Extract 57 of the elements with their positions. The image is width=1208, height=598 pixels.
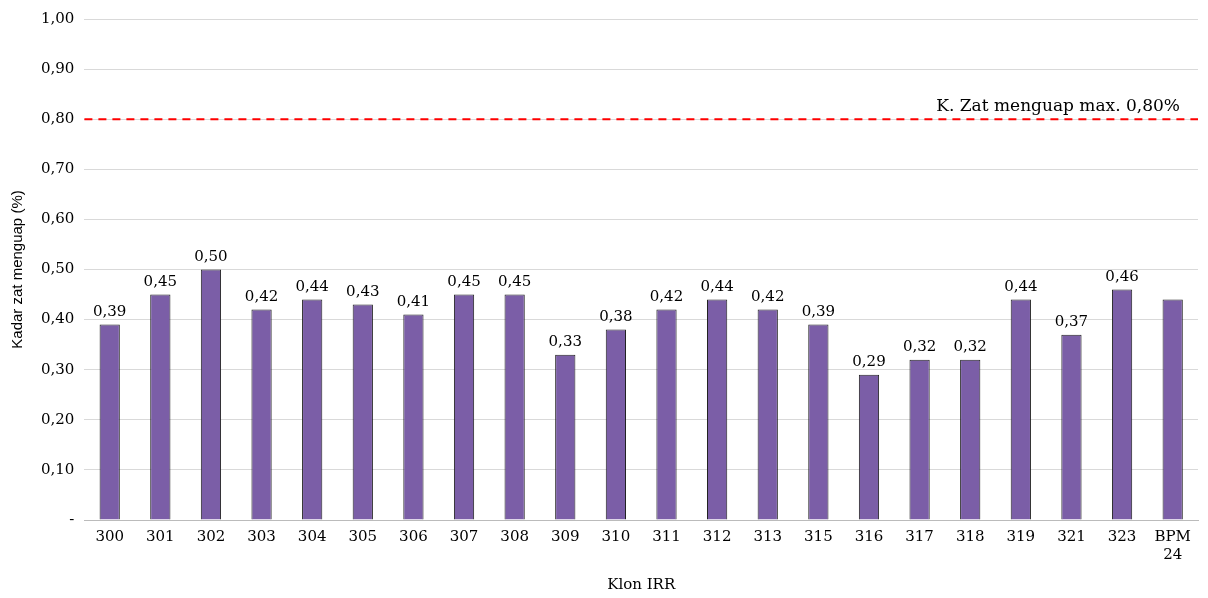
x-tick-label: 300 — [95, 526, 125, 545]
data-label: 0,33 — [548, 332, 582, 351]
y-tick-label: 0,60 — [40, 209, 75, 228]
y-tick-label: 0,70 — [40, 159, 75, 178]
y-tick-label: 1,00 — [40, 8, 75, 27]
data-label: 0,29 — [852, 352, 886, 371]
data-label: 0,42 — [649, 286, 684, 305]
ref-line-label: K. Zat menguap max. 0,80% — [936, 95, 1180, 116]
x-tick-label: 318 — [955, 526, 985, 545]
x-tick-label: 303 — [247, 526, 276, 545]
data-label: 0,44 — [700, 276, 734, 295]
data-label: 0,37 — [1054, 312, 1089, 331]
data-label: 0,46 — [1105, 266, 1139, 285]
x-tick-label: 302 — [196, 526, 226, 545]
x-tick-label: 315 — [804, 526, 833, 545]
x-tick-label: BPM 24 — [1154, 526, 1191, 563]
y-tick-label: 0,40 — [40, 309, 75, 328]
y-tick-label: 0,90 — [40, 58, 75, 77]
y-tick-label: 0,10 — [40, 459, 75, 478]
y-tick-label: 0,30 — [40, 359, 75, 378]
x-tick-label: 306 — [399, 526, 428, 545]
data-label: 0,32 — [953, 337, 987, 356]
x-tick-label: 321 — [1057, 526, 1086, 545]
y-tick-label: 0,20 — [40, 409, 75, 428]
x-tick-label: 305 — [348, 526, 378, 545]
x-tick-label: 312 — [702, 526, 732, 545]
y-tick-label: 0,80 — [40, 109, 75, 128]
x-tick-label: 309 — [550, 526, 580, 545]
data-label: 0,42 — [751, 286, 785, 305]
x-tick-label: 304 — [297, 526, 327, 545]
data-label: 0,32 — [902, 337, 937, 356]
x-tick-label: 308 — [500, 526, 529, 545]
data-label: 0,43 — [346, 281, 380, 300]
data-label: 0,39 — [801, 302, 836, 320]
data-label: 0,50 — [194, 246, 228, 265]
x-tick-label: 323 — [1107, 526, 1137, 545]
x-tick-label: 313 — [753, 526, 783, 545]
data-label: 0,41 — [396, 291, 431, 310]
x-tick-label: 301 — [146, 526, 175, 545]
data-label: 0,42 — [244, 286, 279, 305]
x-tick-label: 310 — [601, 526, 631, 545]
data-label: 0,45 — [143, 271, 178, 290]
data-label: 0,45 — [447, 271, 481, 290]
data-label: 0,44 — [1004, 276, 1038, 295]
x-axis-title: Klon IRR — [607, 574, 676, 593]
y-axis-title: Kadar zat menguap (%) — [8, 190, 26, 349]
data-label: 0,45 — [497, 271, 532, 290]
y-tick-label: - — [69, 509, 75, 528]
x-tick-label: 307 — [449, 526, 479, 545]
x-tick-label: 311 — [652, 526, 681, 545]
x-tick-label: 316 — [854, 526, 884, 545]
data-label: 0,39 — [93, 302, 127, 320]
data-label: 0,44 — [295, 276, 329, 295]
x-tick-label: 319 — [1006, 526, 1036, 545]
x-tick-label: 317 — [905, 526, 934, 545]
data-label: 0,38 — [599, 307, 633, 326]
y-tick-label: 0,50 — [40, 259, 75, 278]
